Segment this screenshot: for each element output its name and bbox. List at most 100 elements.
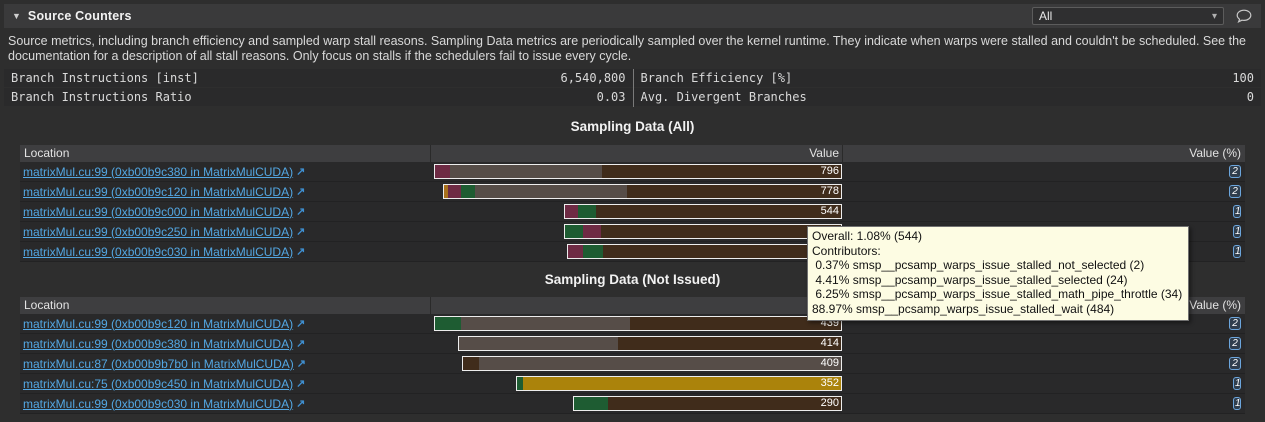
- tooltip-line: 0.37% smsp__pcsamp_warps_issue_stalled_n…: [812, 258, 1145, 273]
- filter-dropdown-value: All: [1039, 9, 1053, 23]
- bar-segment-maroon: [435, 165, 450, 178]
- external-link-icon[interactable]: ↗: [296, 246, 306, 258]
- tooltip-line: 88.97% smsp__pcsamp_warps_issue_stalled_…: [812, 301, 1115, 316]
- external-link-icon[interactable]: ↗: [296, 226, 306, 238]
- collapse-icon[interactable]: ▼: [12, 11, 21, 21]
- stall-reason-bar[interactable]: [564, 224, 842, 239]
- location-cell: matrixMul.cu:75 (0xb00b9c450 in MatrixMu…: [20, 374, 431, 393]
- metric-name: Avg. Divergent Branches: [640, 90, 807, 104]
- bar-value-label: 290: [820, 397, 839, 409]
- external-link-icon[interactable]: ↗: [296, 378, 306, 390]
- metric-row: Branch Instructions [inst] 6,540,800: [4, 69, 633, 87]
- bar-segment-green: [582, 245, 603, 258]
- tooltip-line: 4.41% smsp__pcsamp_warps_issue_stalled_s…: [812, 272, 1128, 287]
- external-link-icon[interactable]: ↗: [296, 206, 306, 218]
- value-pct-badge: 2: [1229, 337, 1241, 350]
- bar-segment-orange: [444, 185, 448, 198]
- stall-reason-bar[interactable]: [567, 244, 842, 259]
- value-pct-cell: 2: [843, 314, 1245, 333]
- value-pct-cell: 1: [843, 202, 1245, 221]
- bar-value-label: 544: [820, 205, 839, 217]
- bar-value-label: 409: [820, 357, 839, 369]
- value-pct-cell: 1: [843, 242, 1245, 261]
- tooltip-line: Contributors:: [812, 243, 881, 258]
- source-location-link[interactable]: matrixMul.cu:99 (0xb00b9c000 in MatrixMu…: [23, 204, 294, 219]
- value-bar-cell: 544: [431, 202, 843, 221]
- bar-segment-brown: [595, 205, 841, 218]
- value-pct-badge: 1: [1233, 377, 1241, 390]
- value-bar-cell: 352: [431, 374, 843, 393]
- metric-value: 0: [1246, 90, 1254, 104]
- column-header-location[interactable]: Location: [20, 145, 431, 162]
- table-row: matrixMul.cu:99 (0xb00b9c380 in MatrixMu…: [20, 162, 1245, 182]
- bar-segment-gray: [459, 337, 619, 350]
- section-description: Source metrics, including branch efficie…: [8, 34, 1246, 63]
- table-header-row: Location Value Value (%): [20, 145, 1245, 162]
- external-link-icon[interactable]: ↗: [296, 166, 306, 178]
- column-header-location[interactable]: Location: [20, 297, 431, 314]
- column-header-value-pct[interactable]: Value (%): [1189, 298, 1241, 312]
- value-bar-cell: 778: [431, 182, 843, 201]
- source-location-link[interactable]: matrixMul.cu:99 (0xb00b9c250 in MatrixMu…: [23, 224, 294, 239]
- bar-value-label: 414: [820, 337, 839, 349]
- bar-segment-maroon: [582, 225, 601, 238]
- source-location-link[interactable]: matrixMul.cu:99 (0xb00b9c380 in MatrixMu…: [23, 164, 294, 179]
- value-bar-cell: 439: [431, 314, 843, 333]
- source-location-link[interactable]: matrixMul.cu:99 (0xb00b9c380 in MatrixMu…: [23, 336, 294, 351]
- metric-name: Branch Efficiency [%]: [640, 71, 793, 85]
- column-header-value[interactable]: Value: [431, 145, 843, 162]
- stall-reason-bar[interactable]: 439: [434, 316, 842, 331]
- bar-value-label: 796: [820, 165, 839, 177]
- tooltip-line: Overall: 1.08% (544): [812, 229, 923, 243]
- external-link-icon[interactable]: ↗: [296, 186, 306, 198]
- value-pct-cell: 2: [843, 354, 1245, 373]
- bar-segment-green: [435, 317, 461, 330]
- table-row: matrixMul.cu:99 (0xb00b9c120 in MatrixMu…: [20, 314, 1245, 334]
- stall-reason-bar[interactable]: 352: [516, 376, 842, 391]
- external-link-icon[interactable]: ↗: [296, 358, 306, 370]
- value-pct-cell: 2: [843, 162, 1245, 181]
- metric-row: Avg. Divergent Branches 0: [633, 88, 1261, 106]
- bar-segment-gray: [460, 317, 631, 330]
- stall-reason-bar[interactable]: 544: [564, 204, 842, 219]
- stall-reason-bar[interactable]: 290: [573, 396, 842, 411]
- bar-segment-brown: [618, 337, 841, 350]
- metrics-column-right: Branch Efficiency [%] 100 Avg. Divergent B…: [632, 69, 1261, 107]
- location-cell: matrixMul.cu:99 (0xb00b9c380 in MatrixMu…: [20, 162, 431, 181]
- metric-value: 6,540,800: [560, 71, 626, 85]
- column-header-value[interactable]: Value: [431, 297, 843, 314]
- location-cell: matrixMul.cu:99 (0xb00b9c030 in MatrixMu…: [20, 394, 431, 413]
- location-cell: matrixMul.cu:99 (0xb00b9c120 in MatrixMu…: [20, 182, 431, 201]
- stall-reason-bar[interactable]: 778: [443, 184, 842, 199]
- stall-reason-bar[interactable]: 409: [462, 356, 842, 371]
- external-link-icon[interactable]: ↗: [296, 338, 306, 350]
- value-pct-cell: 1: [843, 394, 1245, 413]
- comment-button[interactable]: [1233, 7, 1255, 25]
- location-cell: matrixMul.cu:87 (0xb00b9b7b0 in MatrixMu…: [20, 354, 431, 373]
- source-location-link[interactable]: matrixMul.cu:87 (0xb00b9b7b0 in MatrixMu…: [23, 356, 294, 371]
- column-header-value-pct[interactable]: Value (%): [1189, 146, 1241, 160]
- bar-segment-green: [577, 205, 596, 218]
- source-location-link[interactable]: matrixMul.cu:99 (0xb00b9c120 in MatrixMu…: [23, 316, 294, 331]
- external-link-icon[interactable]: ↗: [296, 318, 306, 330]
- bar-value-label: 352: [820, 377, 839, 389]
- stall-reason-bar[interactable]: 796: [434, 164, 842, 179]
- bar-segment-green: [565, 225, 583, 238]
- table-row: matrixMul.cu:75 (0xb00b9c450 in MatrixMu…: [20, 374, 1245, 394]
- value-pct-badge: 2: [1229, 185, 1241, 198]
- metric-name: Branch Instructions Ratio: [11, 90, 192, 104]
- value-bar-cell: 290: [431, 394, 843, 413]
- value-pct-cell: 2: [843, 182, 1245, 201]
- section-header[interactable]: ▼ Source Counters All ▾: [4, 4, 1261, 28]
- source-location-link[interactable]: matrixMul.cu:99 (0xb00b9c120 in MatrixMu…: [23, 184, 294, 199]
- source-location-link[interactable]: matrixMul.cu:99 (0xb00b9c030 in MatrixMu…: [23, 396, 294, 411]
- filter-dropdown[interactable]: All ▾: [1032, 7, 1224, 25]
- source-location-link[interactable]: matrixMul.cu:75 (0xb00b9c450 in MatrixMu…: [23, 376, 294, 391]
- source-location-link[interactable]: matrixMul.cu:99 (0xb00b9c030 in MatrixMu…: [23, 244, 294, 259]
- external-link-icon[interactable]: ↗: [296, 398, 306, 410]
- chevron-down-icon: ▾: [1211, 10, 1217, 22]
- bar-segment-brown: [627, 185, 842, 198]
- stall-reason-bar[interactable]: 414: [458, 336, 842, 351]
- bar-segment-gray: [449, 165, 603, 178]
